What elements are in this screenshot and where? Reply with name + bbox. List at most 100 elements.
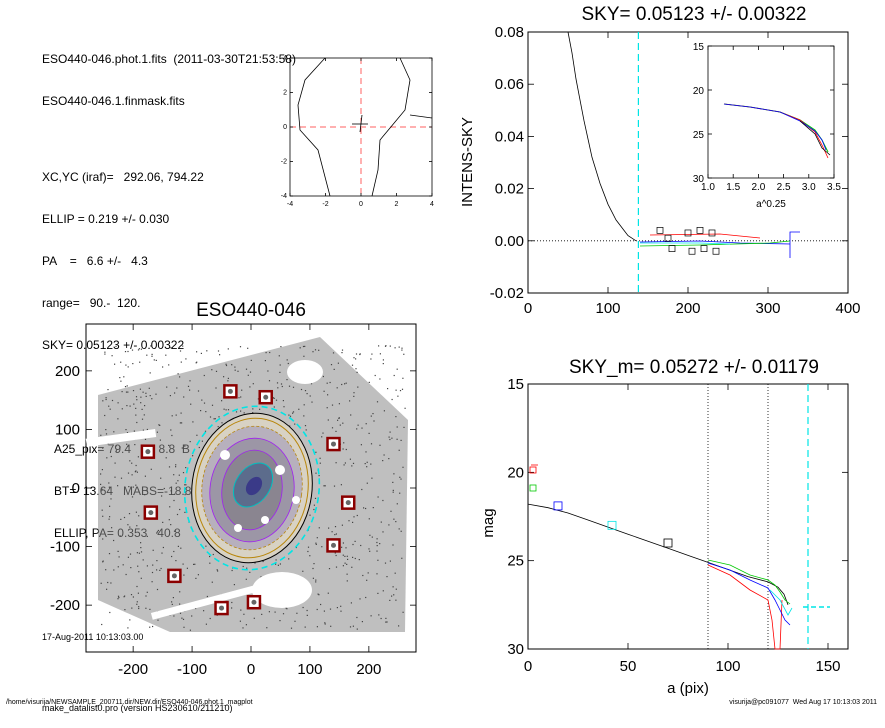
image-noise-pixel xyxy=(358,559,360,561)
image-noise-pixel xyxy=(151,345,153,347)
image-noise-pixel xyxy=(161,552,163,554)
image-noise-pixel xyxy=(323,485,325,487)
image-noise-pixel xyxy=(165,354,167,356)
image-noise-pixel xyxy=(123,376,125,378)
image-noise-pixel xyxy=(174,392,176,394)
image-noise-pixel xyxy=(356,428,358,430)
image-noise-pixel xyxy=(341,349,344,351)
image-noise-pixel xyxy=(356,514,358,517)
image-noise-pixel xyxy=(398,449,400,451)
image-noise-pixel xyxy=(138,515,140,517)
image-noise-pixel xyxy=(212,553,214,556)
image-noise-pixel xyxy=(101,469,103,471)
image-noise-pixel xyxy=(115,345,117,347)
image-noise-pixel xyxy=(275,399,278,401)
image-noise-pixel xyxy=(142,429,144,431)
image-noise-pixel xyxy=(365,596,367,599)
image-noise-pixel xyxy=(366,461,368,463)
image-noise-pixel xyxy=(104,353,106,355)
image-noise-pixel xyxy=(350,414,352,416)
image-noise-pixel xyxy=(242,565,244,568)
image-noise-pixel xyxy=(353,395,355,397)
image-noise-pixel xyxy=(137,349,140,351)
sky-ytick-label: 0.08 xyxy=(495,24,524,41)
image-noise-pixel xyxy=(157,529,159,532)
image-noise-pixel xyxy=(124,351,127,353)
image-noise-pixel xyxy=(138,552,140,554)
info-xcyc: XC,YC (iraf)= 292.06, 794.22 xyxy=(42,170,204,184)
image-noise-pixel xyxy=(318,349,320,351)
image-noise-pixel xyxy=(179,603,181,605)
image-noise-pixel xyxy=(170,347,172,349)
image-noise-pixel xyxy=(181,447,183,449)
image-noise-pixel xyxy=(149,608,151,610)
image-noise-pixel xyxy=(352,543,354,546)
image-noise-pixel xyxy=(349,626,352,628)
image-noise-pixel xyxy=(315,581,317,583)
image-noise-pixel xyxy=(171,603,173,605)
image-noise-pixel xyxy=(151,571,154,574)
info-date: 17-Aug-2011 10:13:03.00 xyxy=(42,632,144,642)
image-noise-pixel xyxy=(174,493,176,495)
image-noise-pixel xyxy=(124,609,126,611)
image-noise-pixel xyxy=(395,599,397,601)
image-noise-pixel xyxy=(219,354,221,356)
image-noise-pixel xyxy=(189,629,191,631)
contour-ytick-label: 2 xyxy=(283,90,287,97)
masked-star xyxy=(227,388,233,394)
image-noise-pixel xyxy=(227,348,229,350)
image-noise-pixel xyxy=(223,376,225,378)
image-noise-pixel xyxy=(349,400,351,402)
image-noise-pixel xyxy=(231,569,233,572)
info-mask: ESO440-046.1.finmask.fits xyxy=(42,94,185,108)
image-noise-pixel xyxy=(185,358,187,360)
image-noise-pixel xyxy=(332,352,335,354)
sky-square-marker xyxy=(668,245,676,252)
image-noise-pixel xyxy=(389,438,391,441)
image-noise-pixel xyxy=(126,432,129,434)
image-noise-pixel xyxy=(125,429,127,431)
image-noise-pixel xyxy=(108,518,110,520)
image-noise-pixel xyxy=(354,540,356,542)
image-noise-pixel xyxy=(175,414,177,416)
image-noise-pixel xyxy=(117,566,119,568)
image-noise-pixel xyxy=(136,525,138,527)
masked-star xyxy=(145,449,151,455)
image-noise-pixel xyxy=(177,480,179,482)
image-noise-pixel xyxy=(388,436,390,438)
image-noise-pixel xyxy=(342,448,344,450)
image-noise-pixel xyxy=(102,400,104,402)
image-noise-pixel xyxy=(327,592,329,594)
image-noise-pixel xyxy=(158,424,160,426)
image-noise-pixel xyxy=(113,431,115,433)
image-noise-pixel xyxy=(227,409,230,411)
image-noise-pixel xyxy=(143,414,145,416)
contour-ytick-label: -4 xyxy=(281,193,287,200)
galaxy xyxy=(183,405,321,571)
sky-xtick-label: 200 xyxy=(675,300,700,317)
image-noise-pixel xyxy=(124,386,127,388)
inset-ytick-label: 30 xyxy=(693,174,705,185)
mag-plot-frame xyxy=(527,383,849,650)
image-noise-pixel xyxy=(200,352,202,354)
image-noise-pixel xyxy=(138,606,140,608)
image-noise-pixel xyxy=(338,417,340,419)
image-noise-pixel xyxy=(215,387,217,389)
image-noise-pixel xyxy=(307,550,309,553)
contour-xtick-label: 4 xyxy=(430,201,434,208)
image-noise-pixel xyxy=(107,581,109,584)
image-noise-pixel xyxy=(196,361,198,363)
image-noise-pixel xyxy=(141,418,144,420)
image-noise-pixel xyxy=(146,591,148,593)
image-noise-pixel xyxy=(391,437,393,439)
image-noise-pixel xyxy=(201,440,203,442)
image-noise-pixel xyxy=(113,569,115,571)
inset-ytick-label: 20 xyxy=(693,86,705,97)
mag-plot-xlabel: a (pix) xyxy=(667,680,709,697)
image-noise-pixel xyxy=(399,390,402,392)
image-noise-pixel xyxy=(321,436,323,438)
sky-profile-line xyxy=(567,31,637,242)
image-noise-pixel xyxy=(136,552,138,554)
image-noise-pixel xyxy=(337,362,339,364)
image-noise-pixel xyxy=(109,516,111,518)
